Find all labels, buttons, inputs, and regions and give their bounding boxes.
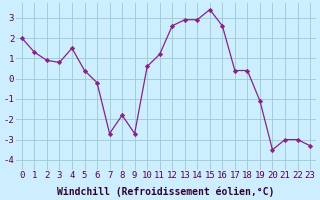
X-axis label: Windchill (Refroidissement éolien,°C): Windchill (Refroidissement éolien,°C) bbox=[57, 186, 275, 197]
